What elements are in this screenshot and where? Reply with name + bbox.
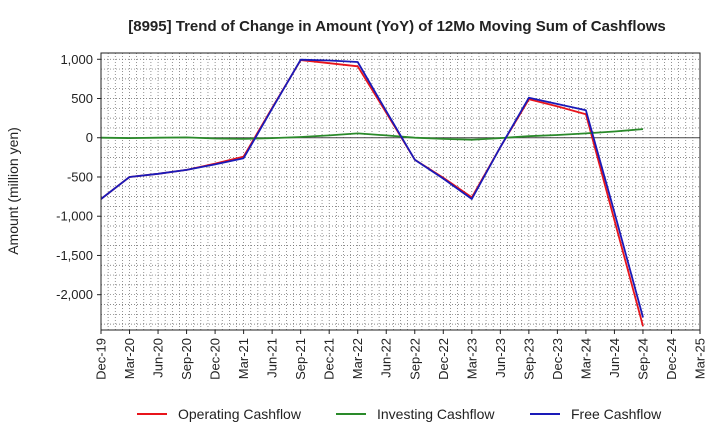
x-tick-label: Jun-20 <box>151 338 166 378</box>
grid <box>101 53 700 330</box>
y-tick-label: -500 <box>67 169 93 184</box>
y-tick-label: 500 <box>71 91 93 106</box>
x-tick-label: Sep-20 <box>179 338 194 380</box>
x-tick-label: Dec-21 <box>322 338 337 380</box>
legend-label-investing-cashflow: Investing Cashflow <box>377 406 495 422</box>
x-tick-label: Mar-21 <box>236 338 251 379</box>
x-tick-label: Dec-19 <box>94 338 109 380</box>
x-tick-label: Dec-24 <box>664 338 679 380</box>
x-tick-label: Jun-23 <box>493 338 508 378</box>
x-tick-label: Mar-25 <box>693 338 708 379</box>
x-tick-label: Jun-21 <box>265 338 280 378</box>
series-lines <box>100 58 644 327</box>
x-tick-label: Mar-22 <box>350 338 365 379</box>
y-tick-label: -1,500 <box>56 248 93 263</box>
x-tick-label: Dec-22 <box>436 338 451 380</box>
x-tick-label: Dec-23 <box>550 338 565 380</box>
y-tick-label: 0 <box>86 130 93 145</box>
y-tick-label: -2,000 <box>56 287 93 302</box>
x-tick-label: Jun-22 <box>379 338 394 378</box>
plot-frame <box>100 52 701 331</box>
legend: Operating Cashflow Investing Cashflow Free… <box>137 406 662 422</box>
series-line-operating-cashflow <box>100 59 644 327</box>
x-tick-label: Sep-22 <box>407 338 422 380</box>
x-tick-label: Dec-20 <box>208 338 223 380</box>
x-tick-label: Sep-23 <box>521 338 536 380</box>
x-tick-label: Mar-24 <box>578 338 593 379</box>
x-tick-label: Mar-20 <box>122 338 137 379</box>
y-tick-label: -1,000 <box>56 209 93 224</box>
x-tick-label: Sep-21 <box>293 338 308 380</box>
y-axis-label: Amount (million yen) <box>5 127 21 255</box>
y-axis-ticks: 1,000 500 0 -500 -1,000 -1,500 -2,000 <box>56 52 101 302</box>
y-tick-label: 1,000 <box>60 52 93 67</box>
x-axis-ticks: Dec-19 Mar-20 Jun-20 Sep-20 Dec-20 Mar-21 Jun-… <box>94 330 708 380</box>
series-line-investing-cashflow <box>100 128 644 141</box>
x-tick-label: Jun-24 <box>607 338 622 378</box>
series-line-free-cashflow <box>100 58 644 318</box>
x-tick-label: Sep-24 <box>635 338 650 380</box>
legend-label-operating-cashflow: Operating Cashflow <box>178 406 302 422</box>
chart-title: [8995] Trend of Change in Amount (YoY) o… <box>128 18 666 35</box>
legend-label-free-cashflow: Free Cashflow <box>571 406 662 422</box>
x-tick-label: Mar-23 <box>464 338 479 379</box>
